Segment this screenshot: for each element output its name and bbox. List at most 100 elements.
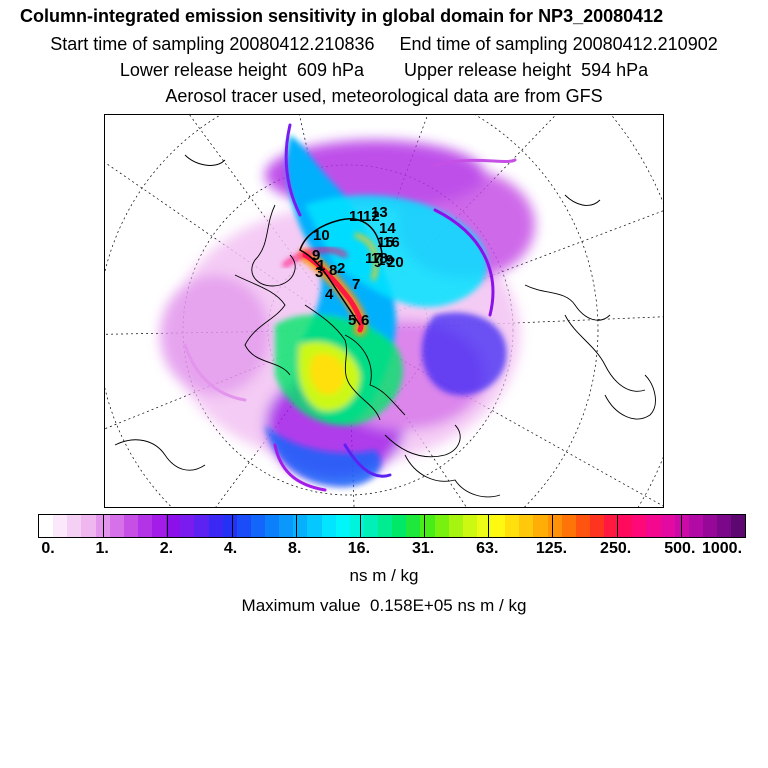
trajectory-label: 3 bbox=[315, 264, 323, 281]
colorbar-swatch bbox=[660, 515, 675, 537]
colorbar-tick-label: 1. bbox=[95, 540, 109, 557]
colorbar-tick-label: 16. bbox=[347, 540, 371, 557]
colorbar-swatch bbox=[109, 515, 124, 537]
trajectory-label: 5 bbox=[348, 312, 356, 329]
colorbar-swatch bbox=[476, 515, 491, 537]
colorbar-swatch bbox=[180, 515, 195, 537]
colorbar-swatch bbox=[434, 515, 449, 537]
colorbar-tick bbox=[167, 515, 169, 537]
colorbar-swatch bbox=[589, 515, 604, 537]
trajectory-label: 4 bbox=[325, 286, 334, 303]
colorbar-tick bbox=[552, 515, 554, 537]
tracer-info: Aerosol tracer used, meteorological data… bbox=[165, 86, 603, 106]
colorbar-swatch bbox=[646, 515, 661, 537]
trajectory-label: 1 bbox=[317, 257, 325, 274]
maximum-value: Maximum value 0.158E+05 ns m / kg bbox=[241, 596, 527, 615]
colorbar-swatch bbox=[519, 515, 534, 537]
sensitivity-field bbox=[160, 123, 535, 492]
trajectory-label: 20 bbox=[387, 254, 404, 271]
coastlines bbox=[114, 154, 656, 498]
colorbar-swatch bbox=[53, 515, 68, 537]
colorbar-swatch bbox=[533, 515, 548, 537]
colorbar-swatch bbox=[335, 515, 350, 537]
polar-map: 1 2 3 4 5 6 7 8 9 10 11 12 13 14 15 16 17 18 19 20 bbox=[104, 114, 664, 508]
colorbar-swatch bbox=[604, 515, 619, 537]
colorbar-tick-label: 8. bbox=[288, 540, 302, 557]
colorbar-tick bbox=[424, 515, 426, 537]
trajectory-label: 17 bbox=[365, 250, 382, 267]
colorbar-swatch bbox=[448, 515, 463, 537]
colorbar-swatch bbox=[420, 515, 435, 537]
colorbar-swatch bbox=[547, 515, 562, 537]
colorbar-swatch bbox=[618, 515, 633, 537]
colorbar-tick bbox=[295, 515, 297, 537]
colorbar bbox=[38, 514, 746, 538]
colorbar-swatch bbox=[39, 515, 54, 537]
colorbar-tick-label: 4. bbox=[223, 540, 238, 557]
trajectory-label: 6 bbox=[361, 312, 369, 329]
trajectory-label: 9 bbox=[312, 247, 320, 264]
colorbar-swatch bbox=[702, 515, 717, 537]
trajectory-label: 14 bbox=[379, 220, 396, 237]
colorbar-tick-label: 0. bbox=[41, 540, 55, 557]
colorbar-tick bbox=[616, 515, 618, 537]
colorbar-swatch bbox=[392, 515, 407, 537]
colorbar-swatch bbox=[194, 515, 209, 537]
trajectory-label: 18 bbox=[371, 250, 388, 267]
colorbar-unit: ns m / kg bbox=[349, 566, 419, 585]
colorbar-swatch bbox=[462, 515, 477, 537]
colorbar-swatch bbox=[250, 515, 265, 537]
colorbar-swatch bbox=[208, 515, 223, 537]
colorbar-swatch bbox=[307, 515, 322, 537]
release-heights: Lower release height 609 hPa Upper relea… bbox=[119, 60, 649, 80]
trajectory-label: 16 bbox=[383, 234, 400, 251]
plot-title: Column-integrated emission sensitivity i… bbox=[20, 6, 664, 26]
trajectory-label: 8 bbox=[329, 262, 337, 279]
colorbar-tick bbox=[231, 515, 233, 537]
colorbar-swatch bbox=[236, 515, 251, 537]
colorbar-swatch bbox=[731, 515, 746, 537]
sampling-times: Start time of sampling 20080412.210836 E… bbox=[50, 34, 718, 54]
colorbar-tick-label: 31. bbox=[411, 540, 435, 557]
colorbar-swatch bbox=[406, 515, 421, 537]
colorbar-swatch bbox=[137, 515, 152, 537]
colorbar-swatch bbox=[123, 515, 138, 537]
colorbar-tick-label: 125. bbox=[535, 540, 568, 557]
colorbar-swatch bbox=[363, 515, 378, 537]
trajectory-label: 10 bbox=[313, 227, 330, 244]
trajectory-label: 15 bbox=[377, 234, 394, 251]
colorbar-swatch bbox=[688, 515, 703, 537]
colorbar-swatch bbox=[575, 515, 590, 537]
colorbar-tick bbox=[103, 515, 105, 537]
colorbar-swatch bbox=[81, 515, 96, 537]
colorbar-tick-label: 1000. bbox=[701, 540, 743, 557]
colorbar-tick-label: 250. bbox=[600, 540, 632, 557]
colorbar-swatch bbox=[505, 515, 520, 537]
colorbar-swatch bbox=[321, 515, 336, 537]
colorbar-swatch bbox=[152, 515, 167, 537]
colorbar-swatch bbox=[293, 515, 308, 537]
colorbar-swatch bbox=[717, 515, 732, 537]
colorbar-swatch bbox=[632, 515, 647, 537]
colorbar-swatch bbox=[67, 515, 82, 537]
colorbar-swatch bbox=[378, 515, 393, 537]
colorbar-tick-label: 63. bbox=[476, 540, 499, 557]
trajectory-label: 7 bbox=[352, 276, 360, 293]
colorbar-tick bbox=[680, 515, 682, 537]
colorbar-swatch bbox=[349, 515, 364, 537]
trajectory-label: 12 bbox=[363, 208, 380, 225]
colorbar-swatch bbox=[265, 515, 280, 537]
colorbar-tick-label: 500. bbox=[664, 540, 696, 557]
colorbar-tick bbox=[359, 515, 361, 537]
colorbar-swatch bbox=[561, 515, 576, 537]
colorbar-swatch bbox=[279, 515, 294, 537]
colorbar-swatch bbox=[166, 515, 181, 537]
colorbar-tick bbox=[488, 515, 490, 537]
colorbar-swatch bbox=[491, 515, 506, 537]
trajectory-label: 19 bbox=[377, 252, 394, 269]
trajectory-label: 13 bbox=[371, 204, 388, 221]
colorbar-swatch bbox=[95, 515, 110, 537]
colorbar-tick-label: 2. bbox=[159, 540, 174, 557]
